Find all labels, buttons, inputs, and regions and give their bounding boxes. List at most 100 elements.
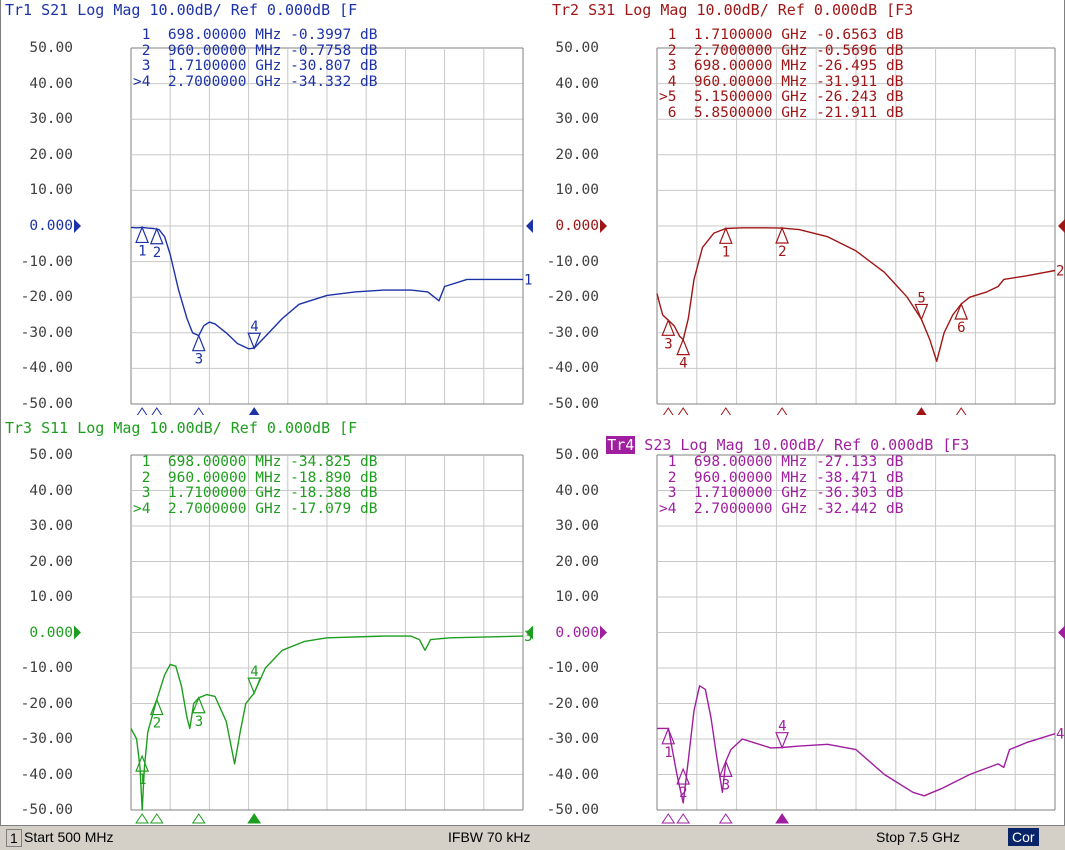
marker-row[interactable]: 6 5.8500000 GHz -21.911 dB <box>659 105 904 122</box>
marker-1-tr4[interactable] <box>661 727 676 745</box>
marker-row[interactable]: 2 960.00000 MHz -0.7758 dB <box>133 43 378 60</box>
trace-pane-tr2[interactable]: Tr2 S31 Log Mag 10.00dB/ Ref 0.000dB [F3… <box>533 0 1065 415</box>
trace-header-tr3[interactable]: Tr3 S11 Log Mag 10.00dB/ Ref 0.000dB [F <box>5 420 358 437</box>
marker-row-value: -18.890 dB <box>290 469 378 486</box>
y-tick-label: -50.00 <box>546 802 599 818</box>
marker-row-value: -18.388 dB <box>290 485 378 501</box>
marker-row-frequency: 1.7100000 GHz <box>693 27 808 43</box>
y-tick-label: -10.00 <box>20 660 73 676</box>
marker-row[interactable]: 2 960.00000 MHz -38.471 dB <box>659 469 904 487</box>
trace-pane-tr4[interactable]: Tr4 S23 Log Mag 10.00dB/ Ref 0.000dB [F3… <box>533 415 1065 825</box>
marker-3-tr1[interactable] <box>191 334 206 352</box>
y-tick-label: 0.000 <box>555 624 599 641</box>
marker-row[interactable]: 2 960.00000 MHz -18.890 dB <box>133 469 378 487</box>
marker-row[interactable]: 4 960.00000 MHz -31.911 dB <box>659 74 904 91</box>
marker-row-frequency: 1.7100000 GHz <box>167 58 282 74</box>
marker-4-tr1[interactable] <box>247 332 262 350</box>
reference-level-arrow-right[interactable] <box>526 219 533 233</box>
stimulus-marker-2[interactable] <box>151 407 163 415</box>
reference-level-arrow-left[interactable] <box>74 625 81 640</box>
stimulus-marker-6[interactable] <box>955 407 967 415</box>
marker-row[interactable]: >5 5.1500000 GHz -26.243 dB <box>659 89 904 106</box>
marker-row-number: >4 <box>659 500 694 517</box>
marker-row[interactable]: 1 698.00000 MHz -27.133 dB <box>659 454 904 471</box>
stop-frequency[interactable]: Stop 7.5 GHz <box>876 829 961 845</box>
trace-header-tr2[interactable]: Tr2 S31 Log Mag 10.00dB/ Ref 0.000dB [F3 <box>552 2 914 19</box>
marker-row-number: 2 <box>659 469 694 486</box>
y-tick-label: 20.00 <box>29 146 73 163</box>
marker-table-tr1: 1 698.00000 MHz -0.3997 dB 2 960.00000 M… <box>133 27 378 91</box>
stimulus-marker-3[interactable] <box>191 813 206 824</box>
marker-3-tr3[interactable] <box>191 696 206 714</box>
reference-level-arrow-left[interactable] <box>600 219 607 233</box>
stimulus-marker-1[interactable] <box>135 813 150 824</box>
stimulus-marker-2[interactable] <box>149 813 164 824</box>
ifbw-label[interactable]: IFBW 70 kHz <box>448 829 531 845</box>
trace-header-tr1[interactable]: Tr1 S21 Log Mag 10.00dB/ Ref 0.000dB [F <box>5 2 358 19</box>
marker-row-number: >5 <box>659 89 694 105</box>
marker-1-tr1[interactable] <box>135 225 149 244</box>
marker-row[interactable]: >4 2.7000000 GHz -34.332 dB <box>133 74 377 91</box>
marker-row[interactable]: 1 698.00000 MHz -0.3997 dB <box>133 27 378 44</box>
marker-4-tr4[interactable] <box>775 732 789 750</box>
y-tick-label: -50.00 <box>20 802 73 818</box>
marker-row-frequency: 698.00000 MHz <box>693 454 808 470</box>
stimulus-marker-4[interactable] <box>248 407 260 415</box>
marker-3-tr4[interactable] <box>718 759 733 777</box>
stimulus-marker-4[interactable] <box>677 407 689 415</box>
y-tick-label: 10.00 <box>555 182 599 199</box>
stimulus-marker-1[interactable] <box>720 407 732 415</box>
marker-row[interactable]: 3 1.7100000 GHz -30.807 dB <box>133 58 378 75</box>
stimulus-marker-3[interactable] <box>662 407 674 415</box>
stimulus-marker-2[interactable] <box>676 813 691 824</box>
marker-row[interactable]: 3 698.00000 MHz -26.495 dB <box>659 58 904 75</box>
reference-level-arrow-right[interactable] <box>1058 625 1065 640</box>
stimulus-marker-2[interactable] <box>776 407 788 415</box>
start-frequency[interactable]: Start 500 MHz <box>24 829 114 845</box>
correction-indicator[interactable]: Cor <box>1008 828 1039 846</box>
reference-level-arrow-right[interactable] <box>1058 219 1065 233</box>
trace-header-tr4[interactable]: Tr4 S23 Log Mag 10.00dB/ Ref 0.000dB [F3 <box>552 420 1065 471</box>
channel-indicator[interactable]: 1 <box>6 829 22 847</box>
marker-table-tr2: 1 1.7100000 GHz -0.6563 dB 2 2.7000000 G… <box>659 27 904 122</box>
marker-row[interactable]: >4 2.7000000 GHz -17.079 dB <box>133 501 377 518</box>
marker-4-tr3[interactable] <box>247 677 262 695</box>
reference-level-arrow-left[interactable] <box>74 219 81 233</box>
marker-number-label: 6 <box>957 320 965 336</box>
stimulus-marker-1[interactable] <box>136 407 148 415</box>
marker-row-number: 3 <box>659 485 694 501</box>
marker-2-tr4[interactable] <box>676 767 691 785</box>
y-tick-label: -20.00 <box>20 289 73 306</box>
plot-tr1[interactable]: 11 234 <box>1 0 533 415</box>
stimulus-marker-3[interactable] <box>193 407 205 415</box>
marker-3-tr2[interactable] <box>661 318 676 336</box>
stimulus-marker-1[interactable] <box>661 813 676 824</box>
trace-pane-tr3[interactable]: Tr3 S11 Log Mag 10.00dB/ Ref 0.000dB [F … <box>1 415 533 825</box>
marker-row[interactable]: 1 698.00000 MHz -34.825 dB <box>133 454 378 471</box>
marker-2-tr2[interactable] <box>775 226 789 244</box>
marker-2-tr3[interactable] <box>149 697 164 716</box>
marker-row-value: -26.243 dB <box>816 89 904 105</box>
stimulus-marker-3[interactable] <box>718 813 733 824</box>
stimulus-marker-4[interactable] <box>247 813 262 824</box>
active-trace-badge[interactable]: Tr4 <box>606 436 636 454</box>
marker-row[interactable]: 3 1.7100000 GHz -36.303 dB <box>659 485 904 502</box>
marker-1-tr2[interactable] <box>718 226 733 244</box>
marker-5-tr2[interactable] <box>914 303 929 322</box>
marker-2-tr1[interactable] <box>149 227 164 245</box>
reference-level-arrow-right[interactable] <box>526 625 533 640</box>
trace-pane-tr1[interactable]: Tr1 S21 Log Mag 10.00dB/ Ref 0.000dB [F … <box>1 0 533 415</box>
marker-4-tr2[interactable] <box>676 337 691 356</box>
marker-6-tr2[interactable] <box>954 302 969 320</box>
marker-row[interactable]: >4 2.7000000 GHz -32.442 dB <box>659 500 903 518</box>
plot-tr4[interactable]: 412 34 <box>533 415 1065 825</box>
stimulus-marker-4[interactable] <box>775 813 790 824</box>
marker-row[interactable]: 3 1.7100000 GHz -18.388 dB <box>133 485 378 502</box>
plot-tr3[interactable]: 312 34 <box>1 415 533 825</box>
marker-row[interactable]: 1 1.7100000 GHz -0.6563 dB <box>659 27 904 44</box>
stimulus-marker-5[interactable] <box>915 407 927 415</box>
marker-row[interactable]: 2 2.7000000 GHz -0.5696 dB <box>659 43 904 60</box>
marker-1-tr3[interactable] <box>135 754 149 772</box>
reference-level-arrow-left[interactable] <box>600 625 607 640</box>
